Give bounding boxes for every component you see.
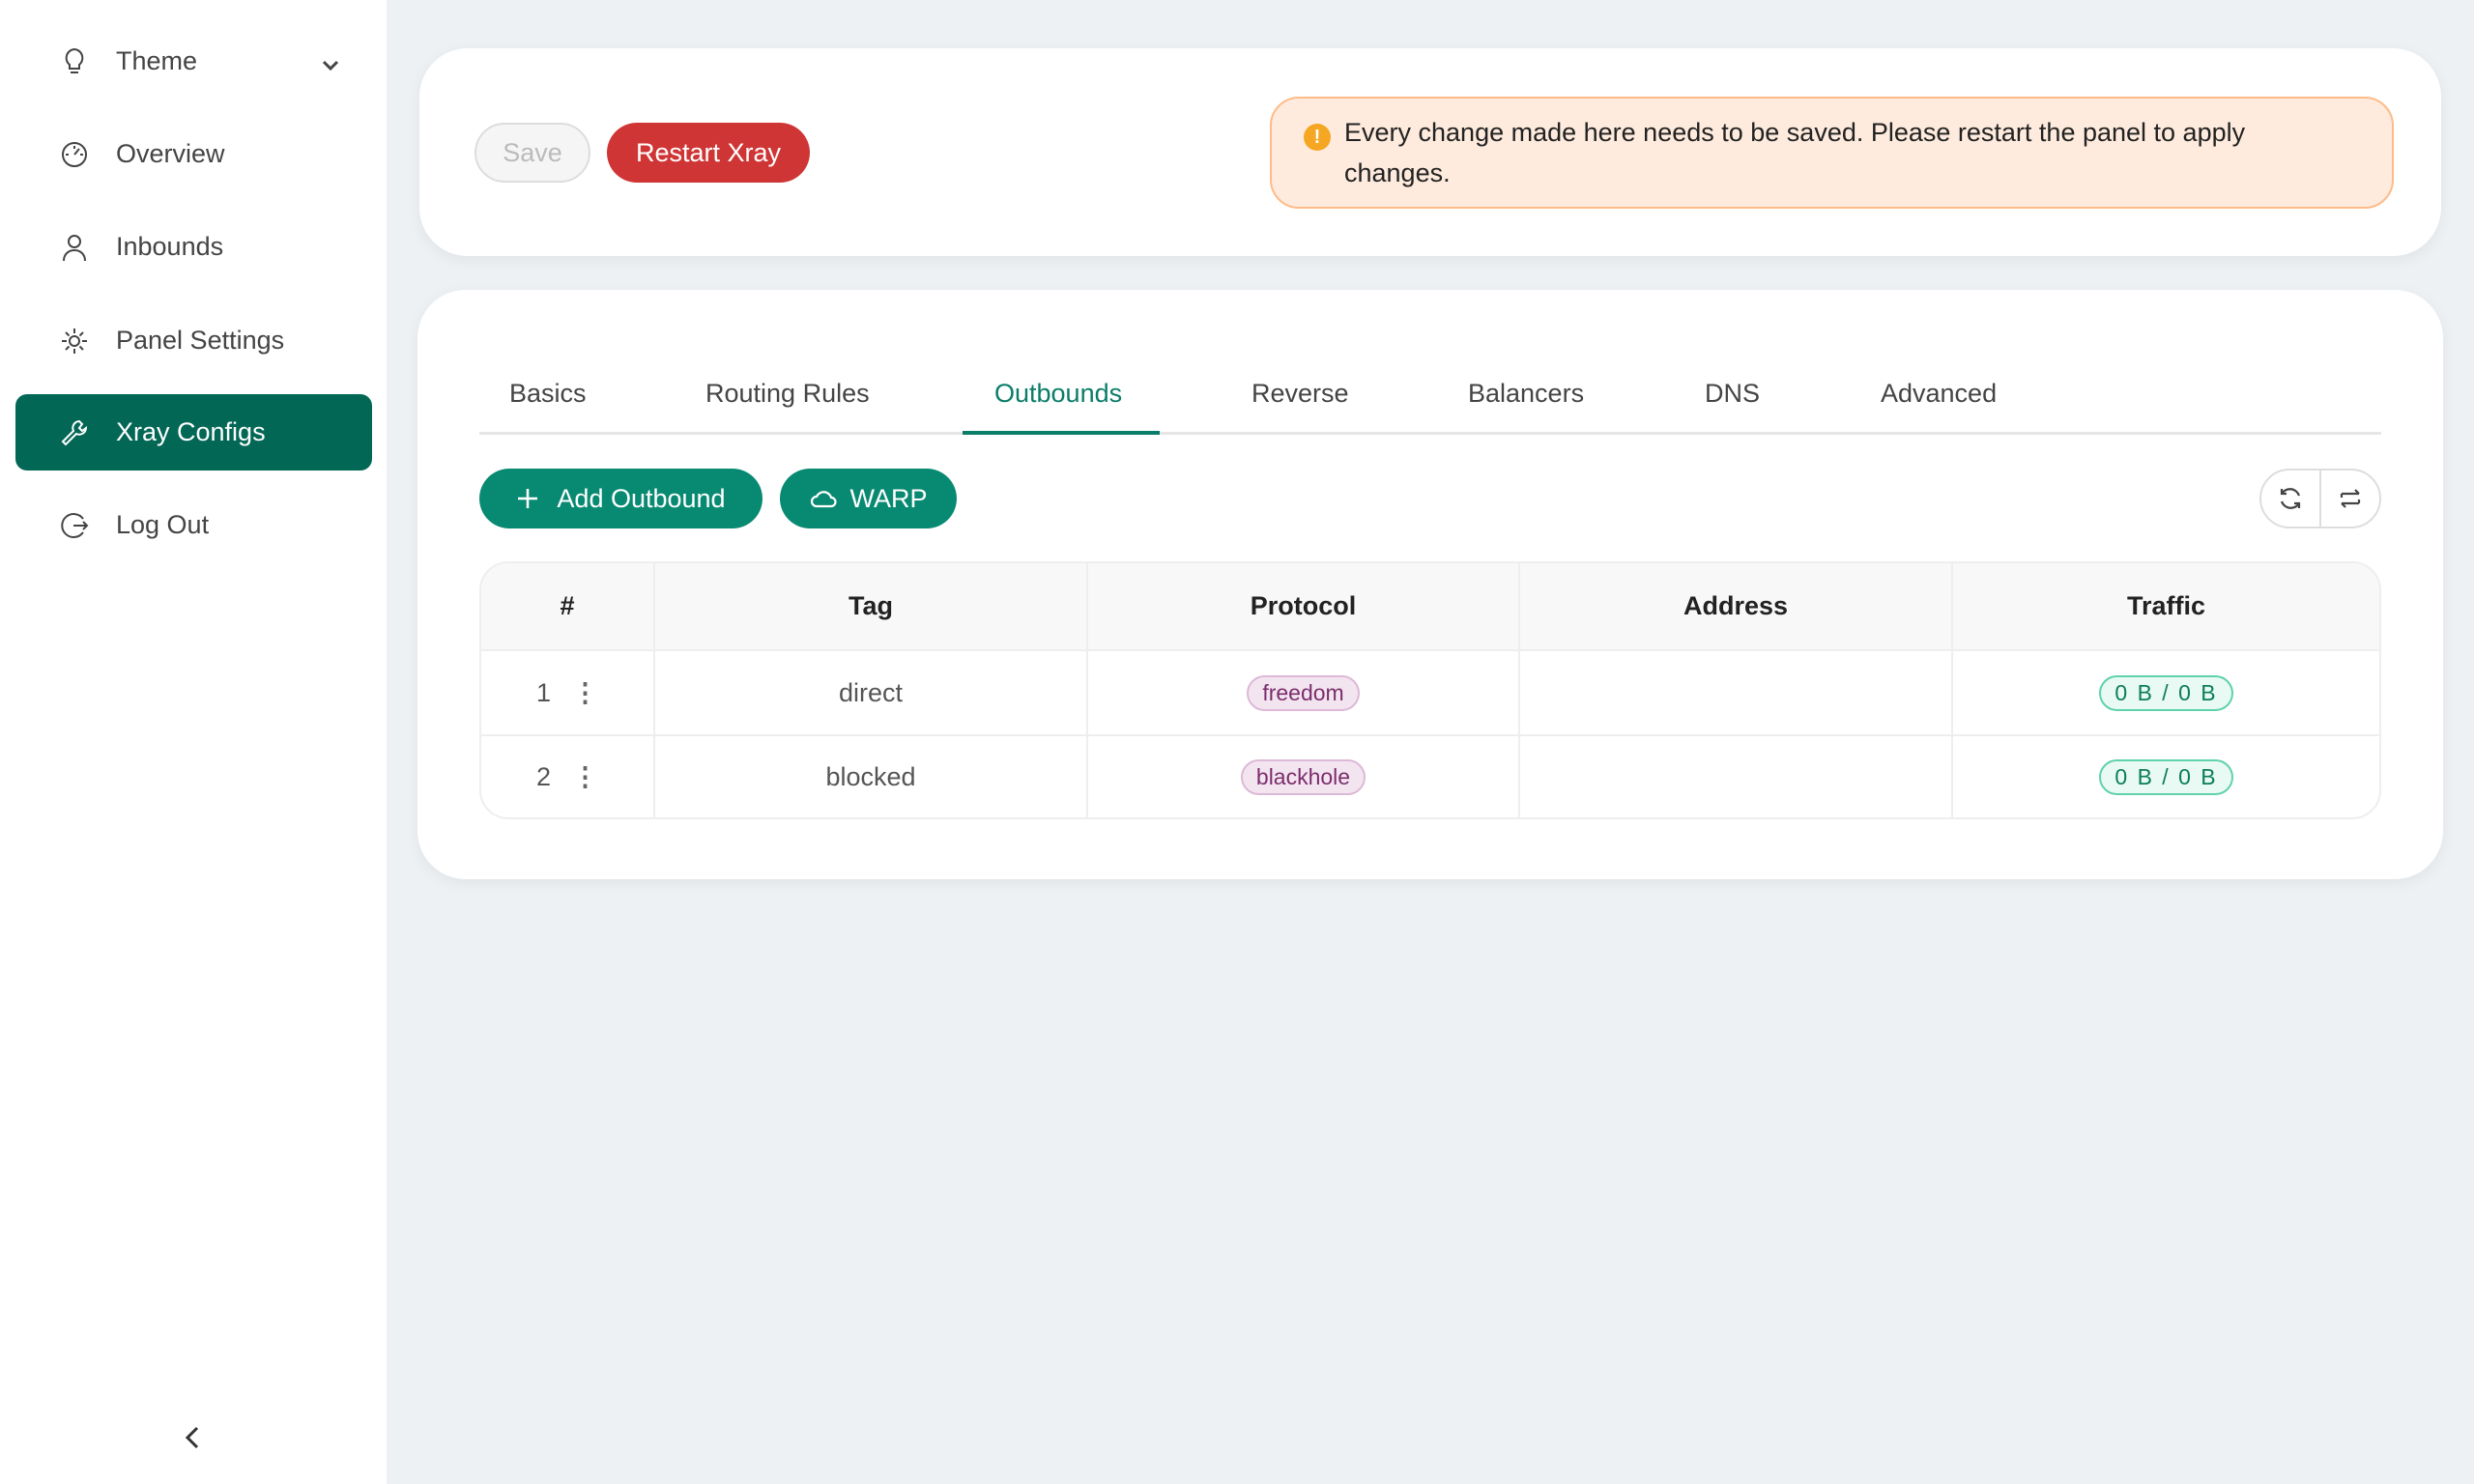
col-number: # — [481, 563, 653, 651]
tab-outbounds[interactable]: Outbounds — [994, 379, 1123, 408]
sidebar-item-overview[interactable]: Overview — [15, 116, 372, 192]
refresh-icon[interactable] — [2261, 471, 2319, 527]
protocol-badge: blackhole — [1240, 758, 1366, 795]
add-outbound-button[interactable]: Add Outbound — [479, 469, 762, 528]
bulb-icon — [60, 47, 89, 76]
col-protocol: Protocol — [1086, 563, 1518, 651]
restart-xray-button[interactable]: Restart Xray — [607, 123, 810, 183]
traffic-badge: 0 B / 0 B — [2099, 758, 2233, 795]
protocol-badge: freedom — [1247, 674, 1360, 711]
plus-icon — [518, 489, 538, 508]
add-outbound-label: Add Outbound — [557, 483, 726, 513]
alert-message: Every change made here needs to be saved… — [1344, 118, 2246, 187]
tab-dns[interactable]: DNS — [1705, 379, 1761, 408]
warning-icon: ! — [1304, 124, 1331, 151]
cloud-icon — [810, 491, 837, 508]
sidebar-item-label: Overview — [116, 139, 225, 168]
warp-label: WARP — [849, 483, 928, 513]
warp-button[interactable]: WARP — [780, 469, 957, 528]
sidebar-item-inbounds[interactable]: Inbounds — [15, 209, 372, 285]
outbounds-table: # Tag Protocol Address Traffic 1 ⋮ direct… — [479, 561, 2381, 819]
more-vertical-icon[interactable]: ⋮ — [572, 761, 599, 791]
col-traffic: Traffic — [1951, 563, 2379, 651]
row-tag: direct — [653, 651, 1086, 734]
tab-balancers[interactable]: Balancers — [1468, 379, 1585, 408]
save-alert: ! Every change made here needs to be sav… — [1270, 97, 2394, 209]
sidebar-item-label: Inbounds — [116, 232, 224, 261]
col-address: Address — [1518, 563, 1951, 651]
dashboard-icon — [60, 140, 89, 169]
logout-icon — [60, 511, 89, 540]
sidebar-item-theme[interactable]: Theme — [15, 23, 372, 100]
table-row: 1 ⋮ direct freedom 0 B / 0 B — [481, 651, 2379, 734]
row-number: 1 — [535, 677, 552, 707]
table-row: 2 ⋮ blocked blackhole 0 B / 0 B — [481, 734, 2379, 817]
wrench-icon — [60, 418, 89, 447]
col-tag: Tag — [653, 563, 1086, 651]
sidebar-item-panel-settings[interactable]: Panel Settings — [15, 302, 372, 379]
traffic-badge: 0 B / 0 B — [2099, 674, 2233, 711]
chevron-down-icon — [322, 48, 339, 78]
save-button[interactable]: Save — [475, 123, 590, 183]
swap-icon[interactable] — [2319, 471, 2379, 527]
tab-basics[interactable]: Basics — [509, 379, 587, 408]
more-vertical-icon[interactable]: ⋮ — [572, 677, 599, 707]
tab-reverse[interactable]: Reverse — [1251, 379, 1349, 408]
collapse-sidebar-icon[interactable] — [178, 1420, 209, 1455]
tab-routing-rules[interactable]: Routing Rules — [705, 379, 870, 408]
sidebar-item-xray-configs[interactable]: Xray Configs — [15, 394, 372, 471]
row-tag: blocked — [653, 734, 1086, 817]
row-address — [1518, 734, 1951, 817]
sidebar-item-log-out[interactable]: Log Out — [15, 487, 372, 563]
row-number: 2 — [535, 761, 552, 791]
active-tab-indicator — [963, 431, 1160, 435]
gear-icon — [60, 327, 89, 356]
sidebar-item-label: Log Out — [116, 510, 210, 539]
sidebar-item-label: Panel Settings — [116, 326, 285, 355]
user-icon — [60, 233, 89, 262]
row-address — [1518, 651, 1951, 734]
table-header: # Tag Protocol Address Traffic — [481, 563, 2379, 651]
table-actions — [2259, 469, 2381, 528]
sidebar: Theme Overview Inbounds Panel Settings X… — [0, 0, 387, 1484]
tab-advanced[interactable]: Advanced — [1881, 379, 1998, 408]
sidebar-item-label: Theme — [116, 46, 198, 75]
sidebar-item-label: Xray Configs — [116, 417, 266, 446]
config-tabs: Basics Routing Rules Outbounds Reverse B… — [479, 367, 2381, 435]
